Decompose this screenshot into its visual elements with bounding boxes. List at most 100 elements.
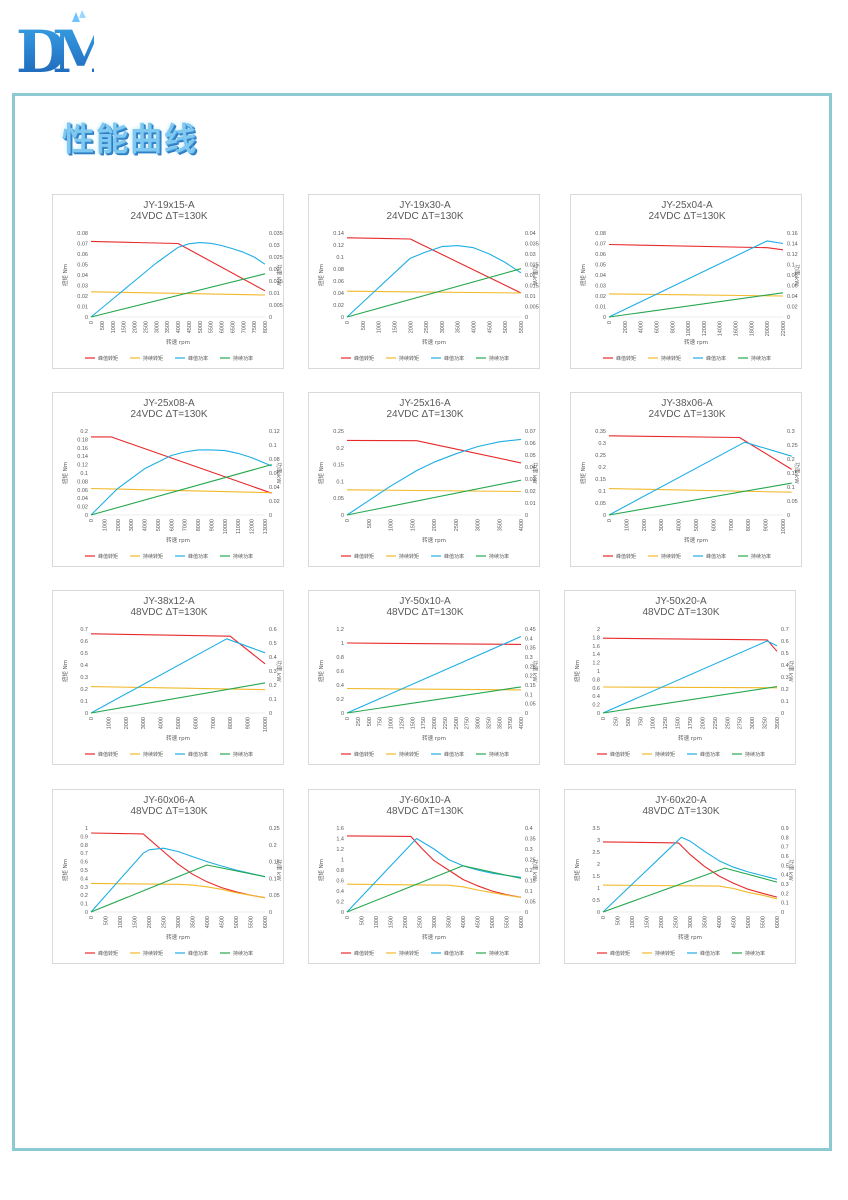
- x-tick-label: 1500: [410, 519, 416, 531]
- legend-label: 峰值转矩: [616, 355, 636, 362]
- y-tick-label: 0.2: [336, 446, 344, 452]
- x-tick-label: 5000: [176, 717, 182, 729]
- y2-axis-label: 功率 kW: [531, 264, 539, 286]
- series-line-2: [608, 488, 792, 493]
- y2-tick-label: 0.02: [525, 273, 536, 279]
- x-tick-label: 1000: [111, 321, 117, 333]
- chart-title: JY-60x10-A: [399, 795, 451, 806]
- dm-logo: DM: [16, 10, 94, 80]
- x-tick-label: 3000: [129, 519, 135, 531]
- x-tick-label: 750: [378, 717, 384, 726]
- x-axis-label: 转速 rpm: [684, 338, 708, 346]
- x-tick-label: 3250: [486, 717, 492, 729]
- y-tick-label: 0.3: [80, 675, 88, 681]
- legend-label: 持续功率: [233, 553, 253, 560]
- y2-tick-label: 0: [525, 513, 528, 519]
- y2-tick-label: 0.2: [781, 687, 789, 693]
- x-tick-label: 500: [100, 321, 106, 330]
- x-tick-label: 1750: [421, 717, 427, 729]
- x-tick-label: 0: [601, 717, 607, 720]
- y-tick-label: 0.1: [598, 489, 606, 495]
- y2-axis-label: 功率 kW: [531, 462, 539, 484]
- x-tick-label: 12000: [250, 519, 256, 534]
- y2-axis-label: 功率 kW: [275, 264, 283, 286]
- y-tick-label: 1.4: [336, 837, 344, 843]
- y-tick-label: 0.08: [333, 267, 344, 273]
- y2-tick-label: 0.16: [787, 231, 798, 237]
- y2-tick-label: 0.1: [525, 692, 533, 698]
- x-tick-label: 4000: [159, 717, 165, 729]
- legend-label: 持续转矩: [143, 553, 163, 560]
- x-tick-label: 2750: [465, 717, 471, 729]
- x-tick-label: 8000: [196, 519, 202, 531]
- y2-tick-label: 0.9: [781, 826, 789, 832]
- x-tick-label: 6000: [654, 321, 660, 333]
- y2-tick-label: 0.3: [525, 655, 533, 661]
- y2-tick-label: 0.08: [269, 457, 280, 463]
- series-line-4: [346, 479, 522, 516]
- y-tick-label: 0.3: [598, 441, 606, 447]
- x-tick-label: 2000: [700, 717, 706, 729]
- y2-tick-label: 0: [787, 315, 790, 321]
- x-tick-label: 0: [89, 717, 95, 720]
- x-tick-label: 250: [356, 717, 362, 726]
- y2-tick-label: 0.01: [525, 294, 536, 300]
- y-tick-label: 0.04: [77, 496, 88, 502]
- y-tick-label: 0.6: [592, 686, 600, 692]
- legend-label: 持续转矩: [399, 553, 419, 560]
- y-tick-label: 0: [85, 910, 88, 916]
- legend-label: 峰值功率: [700, 950, 720, 957]
- y-tick-label: 0.14: [333, 231, 344, 237]
- y-tick-label: 0.05: [595, 501, 606, 507]
- y2-tick-label: 0.01: [269, 291, 280, 297]
- series-line-4: [90, 682, 266, 714]
- y2-tick-label: 0.6: [269, 627, 277, 633]
- y-tick-label: 0.3: [80, 885, 88, 891]
- y2-tick-label: 0.25: [525, 858, 536, 864]
- series-line-2: [90, 882, 266, 899]
- y2-axis-label: 功率 kW: [275, 462, 283, 484]
- y-tick-label: 0.2: [336, 900, 344, 906]
- x-tick-label: 3750: [508, 717, 514, 729]
- series-line-4: [90, 464, 272, 516]
- y-axis-label: 扭矩 Nm: [573, 660, 581, 682]
- x-tick-label: 11000: [236, 519, 242, 534]
- y2-tick-label: 0.05: [525, 702, 536, 708]
- series-line-2: [90, 291, 266, 296]
- y2-tick-label: 0.12: [269, 429, 280, 435]
- x-tick-label: 2000: [642, 519, 648, 531]
- chart-jy-60x06-a: JY-60x06-A 48VDC ΔT=130K 0 0.1 0.2 0.3 0.4 0.5 0…: [52, 789, 284, 964]
- x-tick-label: 10000: [223, 519, 229, 534]
- y2-tick-label: 0.1: [781, 699, 789, 705]
- x-tick-label: 3500: [447, 916, 453, 928]
- x-tick-label: 4000: [472, 321, 478, 333]
- legend-label: 持续转矩: [143, 751, 163, 758]
- x-tick-label: 0: [607, 321, 613, 324]
- chart-subtitle: 24VDC ΔT=130K: [387, 409, 464, 420]
- y2-tick-label: 0.005: [525, 305, 539, 311]
- y2-tick-label: 0.04: [525, 231, 536, 237]
- x-tick-label: 10000: [781, 519, 787, 534]
- chart-jy-60x10-a: JY-60x10-A 48VDC ΔT=130K 0 0.2 0.4 0.6 0.8 1 1.2…: [308, 789, 540, 964]
- x-tick-label: 3000: [176, 916, 182, 928]
- y-tick-label: 0.06: [595, 252, 606, 258]
- x-tick-label: 2000: [133, 321, 139, 333]
- y2-tick-label: 0.1: [787, 263, 795, 269]
- x-tick-label: 6000: [169, 519, 175, 531]
- x-tick-label: 3000: [432, 916, 438, 928]
- x-tick-label: 4000: [205, 916, 211, 928]
- x-tick-label: 6500: [230, 321, 236, 333]
- y-tick-label: 0.7: [80, 627, 88, 633]
- legend-label: 峰值转矩: [354, 553, 374, 560]
- y2-tick-label: 0.06: [525, 441, 536, 447]
- legend-label: 持续功率: [751, 355, 771, 362]
- series-line-1: [602, 841, 778, 898]
- x-tick-label: 1500: [389, 916, 395, 928]
- x-tick-label: 2500: [424, 321, 430, 333]
- legend-label: 峰值转矩: [616, 553, 636, 560]
- y2-tick-label: 0.5: [781, 651, 789, 657]
- x-tick-label: 1250: [663, 717, 669, 729]
- x-tick-label: 2250: [713, 717, 719, 729]
